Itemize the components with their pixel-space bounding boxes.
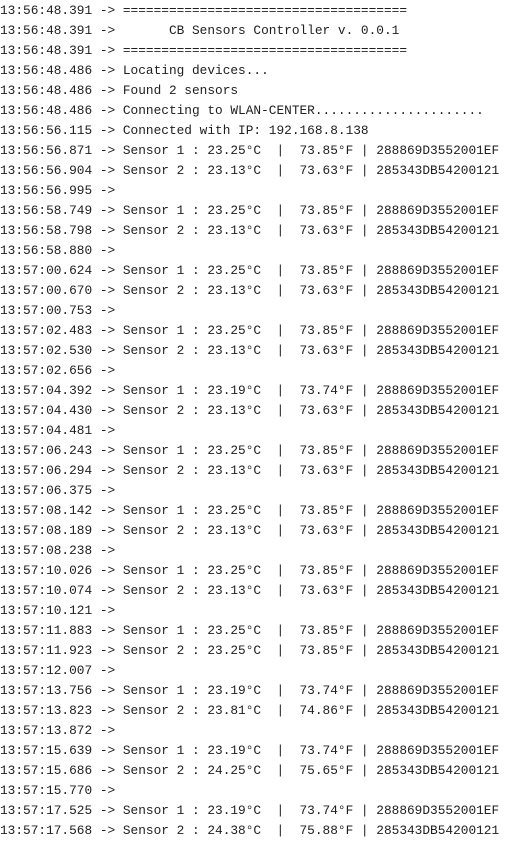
log-line: 13:57:10.121 -> <box>0 603 123 618</box>
log-line: 13:56:58.798 -> Sensor 2 : 23.13°C | 73.… <box>0 223 500 238</box>
log-line: 13:56:56.995 -> <box>0 183 123 198</box>
log-line: 13:56:48.391 -> CB Sensors Controller v.… <box>0 23 400 38</box>
log-line: 13:57:08.142 -> Sensor 1 : 23.25°C | 73.… <box>0 503 500 518</box>
log-line: 13:56:56.871 -> Sensor 1 : 23.25°C | 73.… <box>0 143 500 158</box>
log-line: 13:57:10.026 -> Sensor 1 : 23.25°C | 73.… <box>0 563 500 578</box>
log-line: 13:57:13.872 -> <box>0 723 123 738</box>
log-line: 13:57:08.238 -> <box>0 543 123 558</box>
log-line: 13:57:17.525 -> Sensor 1 : 23.19°C | 73.… <box>0 803 500 818</box>
log-line: 13:56:48.486 -> Connecting to WLAN-CENTE… <box>0 103 484 118</box>
log-line: 13:56:48.486 -> Locating devices... <box>0 63 269 78</box>
log-line: 13:57:13.823 -> Sensor 2 : 23.81°C | 74.… <box>0 703 500 718</box>
log-line: 13:57:00.753 -> <box>0 303 123 318</box>
log-line: 13:57:02.483 -> Sensor 1 : 23.25°C | 73.… <box>0 323 500 338</box>
log-line: 13:57:04.392 -> Sensor 1 : 23.19°C | 73.… <box>0 383 500 398</box>
log-line: 13:57:06.375 -> <box>0 483 123 498</box>
log-line: 13:56:56.904 -> Sensor 2 : 23.13°C | 73.… <box>0 163 500 178</box>
log-line: 13:56:48.486 -> Found 2 sensors <box>0 83 239 98</box>
log-line: 13:57:06.294 -> Sensor 2 : 23.13°C | 73.… <box>0 463 500 478</box>
log-line: 13:57:00.624 -> Sensor 1 : 23.25°C | 73.… <box>0 263 500 278</box>
log-line: 13:57:15.686 -> Sensor 2 : 24.25°C | 75.… <box>0 763 500 778</box>
log-line: 13:57:17.568 -> Sensor 2 : 24.38°C | 75.… <box>0 823 500 838</box>
log-line: 13:57:06.243 -> Sensor 1 : 23.25°C | 73.… <box>0 443 500 458</box>
log-line: 13:57:15.639 -> Sensor 1 : 23.19°C | 73.… <box>0 743 500 758</box>
log-line: 13:56:56.115 -> Connected with IP: 192.1… <box>0 123 369 138</box>
log-line: 13:57:04.430 -> Sensor 2 : 23.13°C | 73.… <box>0 403 500 418</box>
log-line: 13:57:00.670 -> Sensor 2 : 23.13°C | 73.… <box>0 283 500 298</box>
log-line: 13:56:48.391 -> ========================… <box>0 43 408 58</box>
log-line: 13:57:13.756 -> Sensor 1 : 23.19°C | 73.… <box>0 683 500 698</box>
log-line: 13:56:58.880 -> <box>0 243 123 258</box>
log-line: 13:56:48.391 -> ========================… <box>0 3 408 18</box>
log-line: 13:57:10.074 -> Sensor 2 : 23.13°C | 73.… <box>0 583 500 598</box>
log-line: 13:57:11.883 -> Sensor 1 : 23.25°C | 73.… <box>0 623 500 638</box>
log-line: 13:57:02.656 -> <box>0 363 123 378</box>
log-line: 13:57:02.530 -> Sensor 2 : 23.13°C | 73.… <box>0 343 500 358</box>
log-line: 13:57:04.481 -> <box>0 423 123 438</box>
log-line: 13:57:12.007 -> <box>0 663 123 678</box>
log-line: 13:56:58.749 -> Sensor 1 : 23.25°C | 73.… <box>0 203 500 218</box>
log-line: 13:57:11.923 -> Sensor 2 : 23.25°C | 73.… <box>0 643 500 658</box>
log-line: 13:57:08.189 -> Sensor 2 : 23.13°C | 73.… <box>0 523 500 538</box>
log-line: 13:57:15.770 -> <box>0 783 123 798</box>
